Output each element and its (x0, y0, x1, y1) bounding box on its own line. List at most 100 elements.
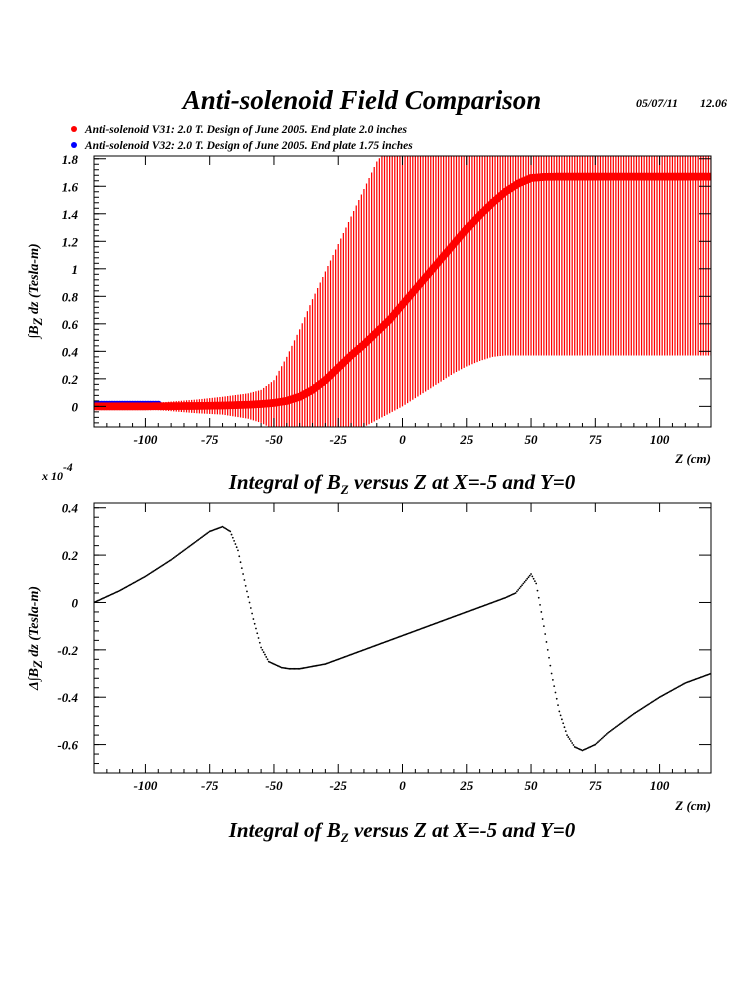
data-point-difference (645, 704, 648, 707)
data-point-difference (158, 566, 161, 569)
data-point-difference (262, 651, 265, 654)
data-point-difference (166, 561, 169, 564)
data-point-difference (599, 738, 602, 741)
data-point-difference (640, 707, 643, 710)
data-point-difference (548, 656, 550, 659)
data-point-difference (207, 531, 210, 534)
data-point-difference (607, 731, 610, 734)
data-point-difference (176, 554, 179, 557)
data-point-difference (635, 711, 638, 714)
data-point-difference (623, 719, 626, 722)
series-v31 (94, 172, 711, 411)
data-point-difference (171, 557, 174, 560)
x-tick-label: -50 (265, 432, 283, 447)
x-tick-label: 75 (589, 432, 603, 447)
data-point-difference (203, 534, 206, 537)
data-point-difference (627, 716, 630, 719)
data-point-difference (251, 612, 254, 615)
data-point-difference (533, 580, 536, 583)
data-point-difference (618, 723, 621, 726)
data-point-difference (539, 603, 541, 606)
plot-integral-bz-ylabel-pre: ∫B (27, 325, 42, 339)
data-point-difference (159, 565, 162, 568)
data-point-difference (225, 528, 228, 530)
data-point-difference (595, 742, 598, 745)
data-point-difference (653, 699, 656, 702)
y-tick-label: 1.2 (62, 234, 79, 249)
plot-delta-exponent: x 10-4 (41, 462, 73, 483)
data-point-difference (527, 576, 530, 579)
data-point-difference (602, 736, 604, 739)
plot-delta-integral-bz-ylabel-post: dz (Tesla-m) (27, 586, 42, 660)
data-point-difference (167, 560, 170, 563)
data-point-difference (639, 708, 642, 711)
data-point-difference (594, 743, 597, 746)
data-point-difference (557, 704, 559, 707)
data-point-difference (231, 536, 234, 539)
data-point-difference (631, 713, 634, 716)
data-point-difference (180, 551, 183, 554)
y-tick-label: 0.4 (62, 344, 79, 359)
data-point-difference (292, 667, 295, 670)
y-tick-label: 0 (72, 595, 79, 610)
data-point-difference (608, 730, 611, 733)
data-point-difference (566, 734, 568, 737)
data-point-difference (604, 734, 607, 737)
plot-delta-integral-bz-ylabel: Δ∫BZ dz (Tesla-m) (27, 586, 45, 691)
plot-delta-integral-bz-caption-post: versus Z at X=-5 and Y=0 (349, 818, 576, 842)
data-point-difference (638, 709, 640, 712)
data-point-difference (296, 667, 298, 670)
data-point-difference (544, 633, 547, 635)
plot-integral-bz-frame (93, 155, 712, 428)
data-point-difference (253, 622, 256, 625)
plot-integral-bz-caption-sub: Z (340, 482, 349, 497)
data-point-difference (206, 532, 209, 535)
plot-delta-integral-bz-xlabel: Z (cm) (674, 798, 711, 813)
data-point-difference (545, 641, 548, 643)
data-point-difference (183, 549, 185, 552)
data-point-difference (596, 741, 599, 744)
data-point-difference (248, 601, 251, 604)
data-point-difference (242, 573, 245, 575)
x-tick-label: 25 (459, 778, 474, 793)
data-point-difference (226, 528, 229, 531)
data-point-difference (532, 577, 535, 580)
data-point-difference (163, 563, 166, 565)
data-point-difference (198, 538, 201, 540)
data-point-difference (519, 585, 522, 588)
data-point-difference (181, 550, 184, 553)
data-point-difference (204, 533, 207, 536)
data-point-difference (641, 707, 644, 709)
data-point-difference (179, 552, 182, 555)
y-tick-label: 1.8 (62, 152, 79, 167)
y-tick-label: 0.2 (62, 548, 79, 563)
data-point-difference (162, 563, 165, 566)
data-point-difference (654, 698, 657, 701)
data-point-difference (625, 718, 628, 721)
data-point-difference (603, 735, 606, 738)
data-point-difference (233, 539, 236, 542)
x-tick-label: -75 (201, 778, 219, 793)
x-tick-label: 25 (459, 432, 474, 447)
data-point-difference (237, 549, 239, 552)
data-point-difference (514, 592, 517, 594)
data-point-difference (629, 715, 631, 718)
data-point-difference (558, 710, 561, 713)
data-point-difference (546, 648, 549, 651)
data-point-difference (199, 537, 202, 539)
x-tick-label: -100 (133, 432, 157, 447)
data-point-difference (531, 575, 534, 578)
plot-integral-bz-data (94, 156, 711, 427)
data-point-difference (656, 697, 658, 700)
data-point-difference (649, 702, 652, 704)
data-point-difference (572, 744, 575, 746)
data-point-difference (657, 697, 660, 699)
data-point-difference (148, 573, 151, 575)
data-point-difference (554, 691, 557, 694)
data-point-difference (294, 667, 297, 670)
data-point-difference (620, 722, 622, 725)
data-point-difference (235, 546, 238, 549)
x-tick-label: -100 (133, 778, 157, 793)
data-point-difference (174, 556, 176, 558)
data-point-v31 (707, 172, 711, 181)
